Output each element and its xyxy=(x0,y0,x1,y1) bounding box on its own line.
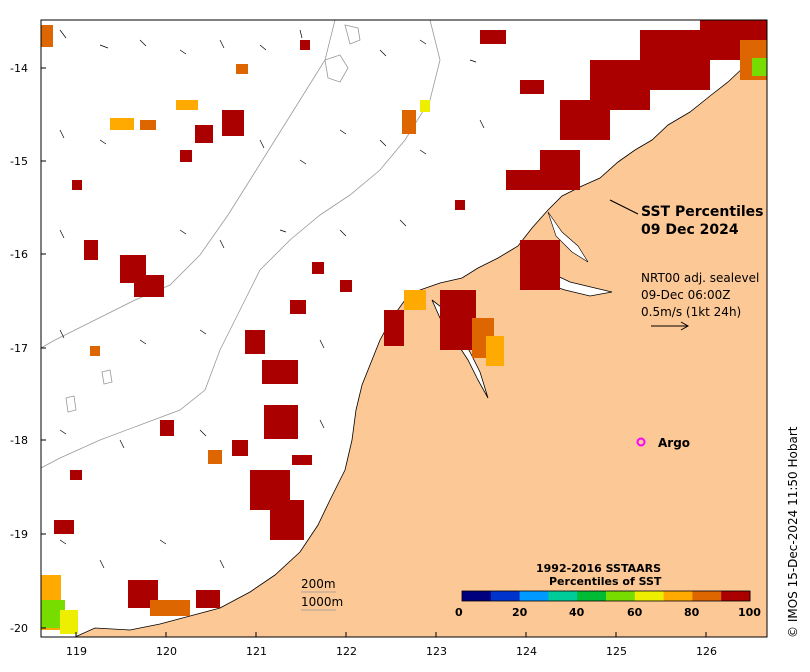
lat-label: -19 xyxy=(10,528,28,541)
lat-label: -14 xyxy=(10,62,28,75)
plot-frame xyxy=(40,19,768,638)
lat-axis xyxy=(41,67,46,629)
lat-label: -18 xyxy=(10,434,28,447)
colorbar-swatch xyxy=(606,591,636,601)
lat-label: -16 xyxy=(10,248,28,261)
lon-label: 123 xyxy=(426,645,447,658)
lon-axis xyxy=(75,632,707,637)
legend-tick: 60 xyxy=(627,606,643,619)
isobath-label-1000m: 1000m xyxy=(301,595,343,609)
island-outline xyxy=(65,395,77,413)
map-date: 09 Dec 2024 xyxy=(641,222,739,238)
sst-patches xyxy=(41,20,767,634)
legend-title: 1992-2016 SSTAARS xyxy=(536,562,661,575)
current-vectors xyxy=(59,29,485,569)
colorbar-swatch xyxy=(490,591,521,601)
legend-tick: 100 xyxy=(738,606,761,619)
lat-label: -17 xyxy=(10,342,28,355)
island-outline xyxy=(324,54,349,83)
colorbar-frame xyxy=(461,590,751,602)
lon-label: 122 xyxy=(336,645,357,658)
colorbar-swatch xyxy=(634,591,665,601)
lat-label: -20 xyxy=(10,622,28,635)
current-source: NRT00 adj. sealevel xyxy=(641,271,759,285)
colorbar-swatch xyxy=(692,591,722,601)
title-pointer xyxy=(609,199,639,215)
scale-arrow-icon xyxy=(651,321,690,331)
legend-tick: 40 xyxy=(569,606,585,619)
lon-label: 119 xyxy=(66,645,87,658)
map-title: SST Percentiles xyxy=(641,204,764,220)
lon-label: 126 xyxy=(696,645,717,658)
isobath-line xyxy=(41,20,336,349)
colorbar-swatch xyxy=(548,591,578,601)
legend-subtitle: Percentiles of SST xyxy=(549,575,662,588)
argo-marker-icon xyxy=(636,437,646,447)
colorbar xyxy=(461,590,751,602)
argo-label: Argo xyxy=(658,436,690,450)
colorbar-swatch xyxy=(663,591,693,601)
lat-label: -15 xyxy=(10,155,28,168)
lon-label: 121 xyxy=(246,645,267,658)
lon-label: 120 xyxy=(156,645,177,658)
isobath-label-200m: 200m xyxy=(301,577,336,591)
current-time: 09-Dec 06:00Z xyxy=(641,288,730,302)
colorbar-swatch xyxy=(721,591,751,601)
lon-label: 124 xyxy=(516,645,537,658)
legend-tick: 0 xyxy=(455,606,463,619)
legend-tick: 20 xyxy=(512,606,528,619)
colorbar-swatch xyxy=(519,591,549,601)
credit-text: © IMOS 15-Dec-2024 11:50 Hobart xyxy=(786,426,800,638)
colorbar-swatch xyxy=(462,591,492,601)
island-outline xyxy=(344,24,361,45)
colorbar-swatch xyxy=(577,591,607,601)
lon-label: 125 xyxy=(606,645,627,658)
legend-tick: 80 xyxy=(684,606,700,619)
current-scale: 0.5m/s (1kt 24h) xyxy=(641,305,741,319)
coastal-inlet xyxy=(547,211,589,263)
island-outline xyxy=(101,369,113,385)
